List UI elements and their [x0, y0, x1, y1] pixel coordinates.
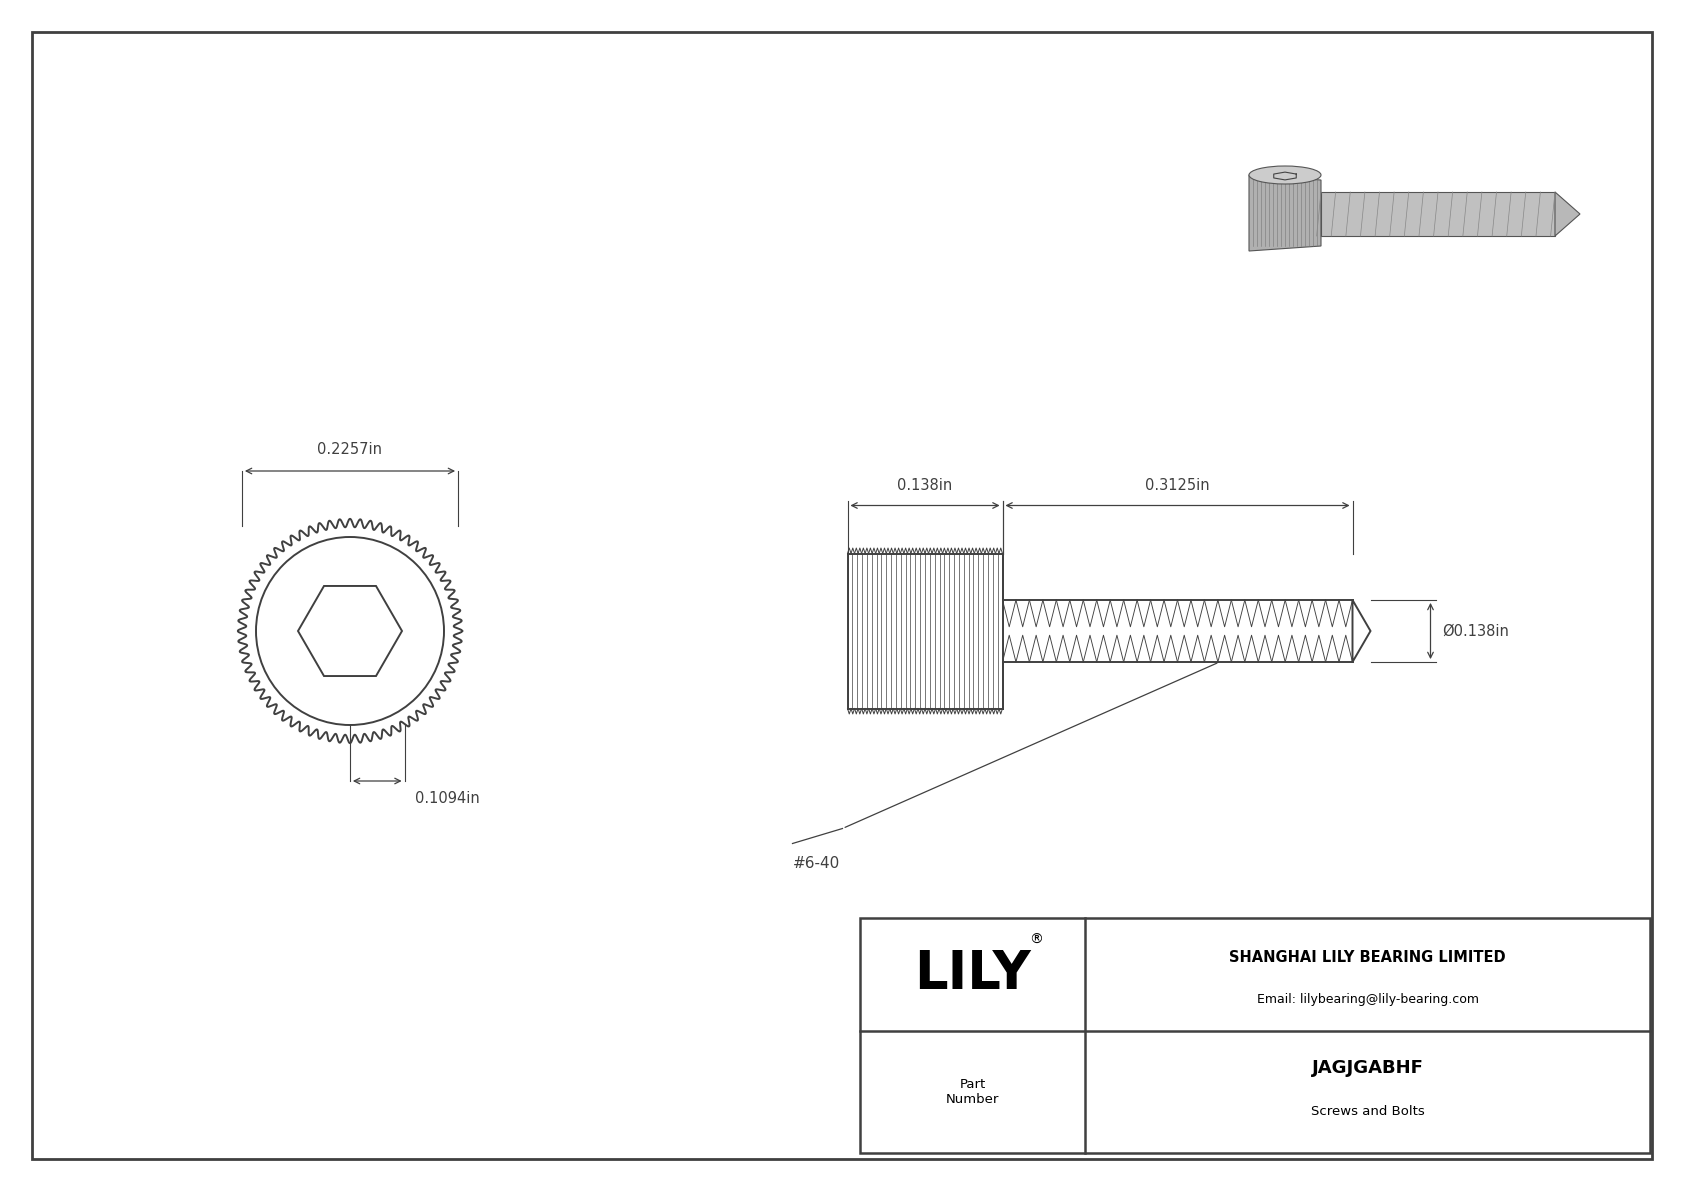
- Bar: [1320, 192, 1554, 236]
- Text: #6-40: #6-40: [793, 855, 840, 871]
- Text: 0.2257in: 0.2257in: [318, 442, 382, 457]
- Polygon shape: [1352, 600, 1371, 662]
- Text: LILY: LILY: [914, 948, 1031, 1000]
- Circle shape: [256, 537, 445, 725]
- Text: Part
Number: Part Number: [946, 1078, 999, 1106]
- Text: 0.1094in: 0.1094in: [414, 791, 480, 806]
- Text: ®: ®: [1029, 933, 1042, 947]
- Text: SHANGHAI LILY BEARING LIMITED: SHANGHAI LILY BEARING LIMITED: [1229, 950, 1505, 965]
- Polygon shape: [1250, 175, 1320, 251]
- Polygon shape: [298, 586, 402, 676]
- Polygon shape: [1554, 192, 1580, 236]
- Ellipse shape: [1250, 166, 1320, 183]
- Text: Email: lilybearing@lily-bearing.com: Email: lilybearing@lily-bearing.com: [1256, 993, 1479, 1005]
- Text: Ø0.138in: Ø0.138in: [1443, 624, 1509, 638]
- Text: 0.3125in: 0.3125in: [1145, 478, 1209, 493]
- Bar: [847, 554, 1002, 709]
- Text: 0.138in: 0.138in: [898, 478, 953, 493]
- Text: Screws and Bolts: Screws and Bolts: [1310, 1105, 1425, 1118]
- Bar: [861, 918, 1650, 1153]
- Text: JAGJGABHF: JAGJGABHF: [1312, 1059, 1423, 1077]
